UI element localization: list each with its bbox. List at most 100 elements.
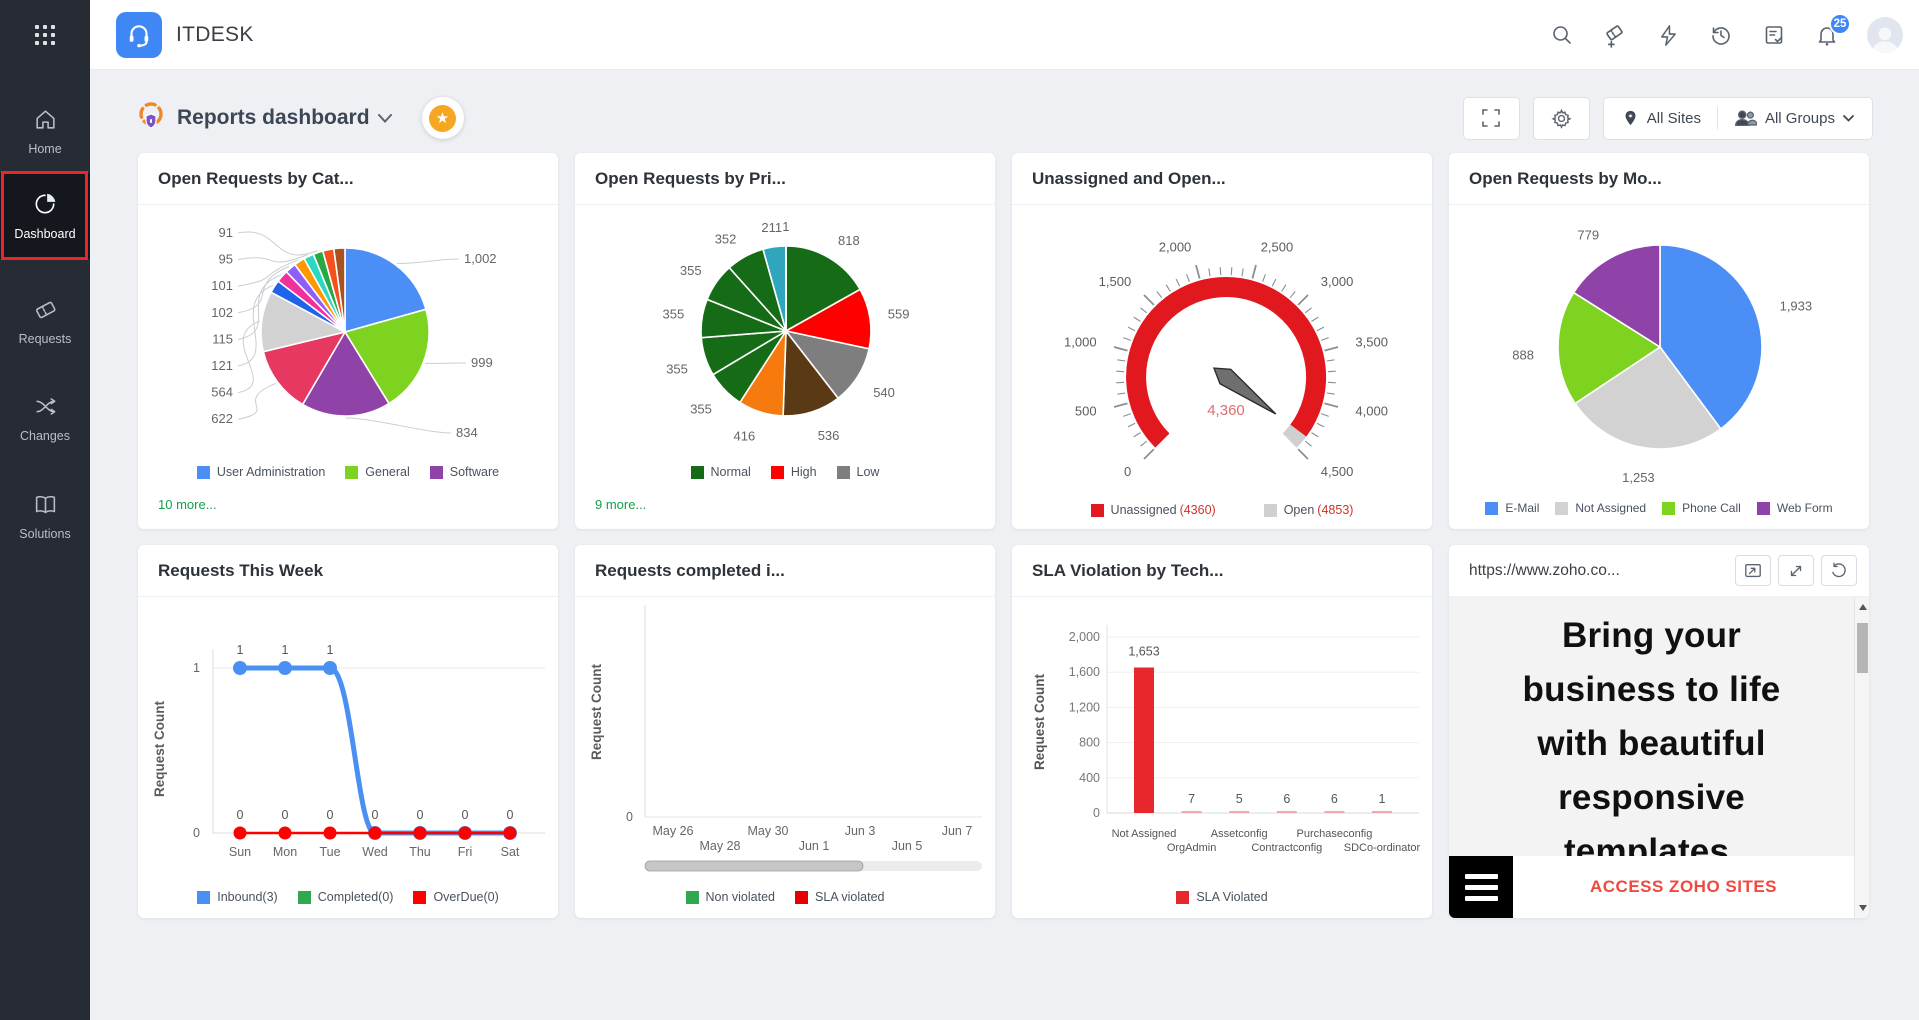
svg-text:1: 1 — [327, 643, 334, 657]
svg-text:May 28: May 28 — [700, 839, 741, 853]
scroll-down-icon[interactable] — [1855, 900, 1869, 916]
app-grid-icon[interactable] — [0, 0, 90, 70]
sidebar-item-label: Changes — [19, 428, 71, 443]
ticket-icon — [33, 297, 58, 325]
legend-label: OverDue(0) — [433, 890, 499, 904]
svg-text:1,000: 1,000 — [1064, 334, 1097, 349]
svg-text:1: 1 — [193, 661, 200, 675]
expand-button[interactable] — [1778, 555, 1814, 586]
refresh-button[interactable] — [1821, 555, 1857, 586]
legend-item[interactable]: E-Mail — [1485, 501, 1539, 515]
add-ticket-icon[interactable] — [1602, 22, 1628, 48]
sidebar-item-label: Requests — [18, 331, 72, 346]
fullscreen-button[interactable] — [1462, 96, 1520, 140]
legend-item[interactable]: Non violated — [685, 890, 776, 904]
legend-item[interactable]: Normal — [690, 465, 751, 479]
legend-item[interactable]: User Administration — [196, 465, 325, 479]
chart-legend: Inbound(3) Completed(0) OverDue(0) — [138, 890, 558, 904]
legend-item[interactable]: Unassigned (4360) — [1090, 503, 1216, 517]
legend-item[interactable]: Not Assigned — [1555, 501, 1646, 515]
quick-actions-icon[interactable] — [1655, 22, 1681, 48]
chevron-down-icon[interactable] — [377, 110, 392, 126]
svg-text:0: 0 — [1093, 806, 1100, 820]
svg-text:2,500: 2,500 — [1261, 240, 1294, 255]
svg-text:564: 564 — [211, 385, 233, 400]
legend-item[interactable]: General — [345, 465, 410, 479]
scroll-up-icon[interactable] — [1855, 599, 1869, 615]
legend-label: Non violated — [705, 890, 776, 904]
sidebar-item-dashboard[interactable]: Dashboard — [0, 173, 90, 259]
notification-badge[interactable]: 25 — [1829, 13, 1851, 35]
svg-text:0: 0 — [372, 808, 379, 822]
legend-item[interactable]: Low — [836, 465, 879, 479]
card-sla-violation: SLA Violation by Tech... 0 400 800 1,200 1,6… — [1012, 545, 1432, 918]
sidebar-item-requests[interactable]: Requests — [0, 278, 90, 364]
svg-text:Jun 1: Jun 1 — [799, 839, 830, 853]
app-name: ITDESK — [176, 22, 254, 46]
favorite-star-button[interactable]: ★ — [421, 97, 464, 139]
hamburger-menu-icon[interactable] — [1449, 856, 1513, 918]
legend-swatch — [297, 890, 311, 904]
location-pin-icon — [1625, 110, 1636, 126]
svg-text:1,253: 1,253 — [1622, 470, 1655, 485]
user-avatar[interactable] — [1867, 17, 1903, 53]
search-icon[interactable] — [1549, 22, 1575, 48]
chart-legend: User Administration General Software — [138, 465, 558, 479]
sidebar-item-changes[interactable]: Changes — [0, 375, 90, 461]
svg-text:4,500: 4,500 — [1321, 464, 1354, 479]
notifications-bell-icon[interactable]: 25 — [1814, 13, 1851, 48]
sidebar-item-solutions[interactable]: Solutions — [0, 473, 90, 559]
svg-text:0: 0 — [462, 808, 469, 822]
svg-text:Request Count: Request Count — [589, 663, 604, 760]
legend-item[interactable]: Web Form — [1756, 501, 1833, 515]
legend-item[interactable]: OverDue(0) — [413, 890, 499, 904]
legend-item[interactable]: SLA Violated — [1176, 890, 1268, 904]
svg-text:May 26: May 26 — [653, 824, 694, 838]
legend-item[interactable]: High — [770, 465, 817, 479]
site-filter-label: All Sites — [1646, 109, 1701, 127]
legend-item[interactable]: Phone Call — [1662, 501, 1741, 515]
legend-swatch — [413, 890, 427, 904]
history-icon[interactable] — [1708, 22, 1734, 48]
svg-text:Jun 3: Jun 3 — [845, 824, 876, 838]
site-filter[interactable]: All Sites — [1622, 108, 1701, 128]
svg-text:1,500: 1,500 — [1099, 274, 1132, 289]
completed-chart: 0 Request Count May 26 May 30 Jun 3 Jun 7 May … — [589, 605, 982, 872]
group-filter[interactable]: All Groups — [1734, 109, 1854, 127]
settings-gear-button[interactable] — [1532, 96, 1590, 140]
svg-text:121: 121 — [211, 358, 233, 373]
header-controls: All Sites All Groups — [1462, 95, 1873, 141]
svg-text:2,000: 2,000 — [1069, 630, 1100, 644]
scrollbar-thumb[interactable] — [1857, 623, 1868, 673]
page-title[interactable]: Reports dashboard — [177, 106, 370, 129]
svg-text:1,200: 1,200 — [1069, 700, 1100, 714]
svg-text:Thu: Thu — [409, 845, 431, 859]
legend-item[interactable]: Software — [429, 465, 500, 479]
tasks-icon[interactable] — [1761, 22, 1787, 48]
card-title: Requests completed i... — [575, 545, 995, 597]
legend-swatch — [1485, 501, 1499, 515]
legend-label: Software — [449, 465, 500, 479]
legend-item[interactable]: Open (4853) — [1263, 503, 1353, 517]
legend-swatch — [1756, 501, 1770, 515]
svg-text:Jun 7: Jun 7 — [942, 824, 973, 838]
card-open-requests-by-priority: Open Requests by Pri... 818 559 540 536 416 3… — [575, 153, 995, 529]
legend-item[interactable]: Inbound(3) — [197, 890, 278, 904]
sidebar-item-home[interactable]: Home — [0, 88, 90, 174]
svg-text:Request Count: Request Count — [152, 700, 167, 797]
chart-legend: Normal High Low — [575, 465, 995, 479]
dashboard-module-icon — [138, 101, 165, 136]
more-link[interactable]: 9 more... — [595, 497, 647, 512]
iframe-scrollbar[interactable] — [1854, 597, 1869, 918]
chart-legend: E-Mail Not Assigned Phone Call Web Form — [1449, 501, 1869, 515]
access-zoho-sites-link[interactable]: ACCESS ZOHO SITES — [1589, 877, 1778, 896]
card-title: Open Requests by Cat... — [138, 153, 558, 205]
legend-item[interactable]: SLA violated — [795, 890, 885, 904]
open-in-new-window-button[interactable] — [1735, 555, 1771, 586]
gauge-chart: 0 500 1,000 1,500 2,000 2,500 3,000 3,500 4,000 4… — [1064, 240, 1388, 479]
svg-text:OrgAdmin: OrgAdmin — [1167, 842, 1217, 854]
legend-item[interactable]: Completed(0) — [297, 890, 393, 904]
svg-text:622: 622 — [211, 411, 233, 426]
itdesk-logo[interactable] — [116, 11, 162, 58]
more-link[interactable]: 10 more... — [158, 497, 217, 512]
